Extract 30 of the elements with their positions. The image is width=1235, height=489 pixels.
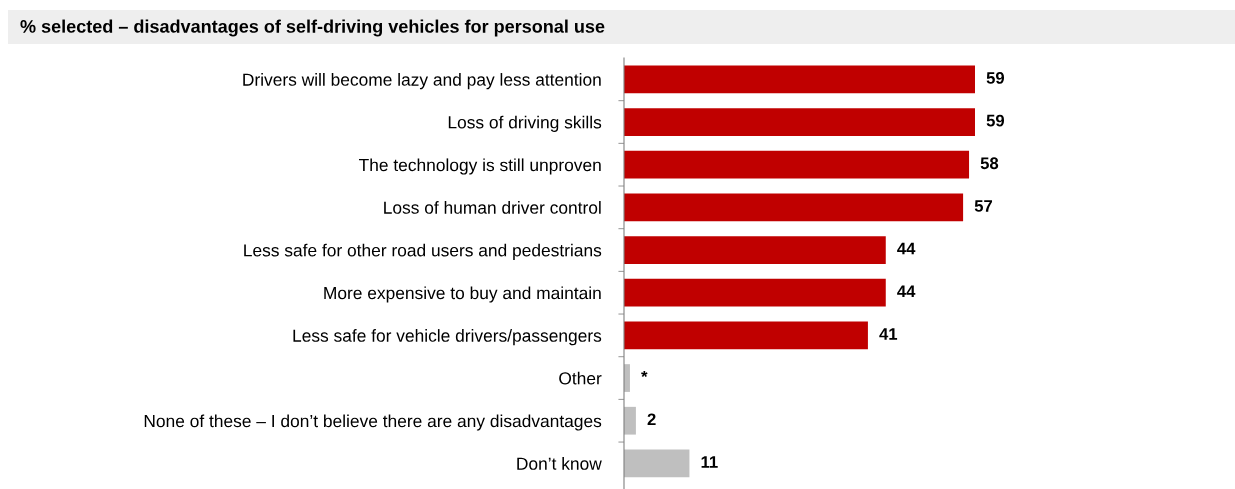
data-label: 41 xyxy=(879,328,898,340)
bar xyxy=(624,150,970,179)
data-label: 59 xyxy=(986,72,1005,84)
y-tick-label: Loss of driving skills xyxy=(448,115,602,132)
y-tick-label: Less safe for other road users and pedestrians xyxy=(244,243,602,260)
bar xyxy=(624,321,868,350)
data-label: 44 xyxy=(897,242,916,255)
data-label: 11 xyxy=(701,456,718,468)
bar xyxy=(624,236,886,264)
bar xyxy=(624,193,964,222)
data-label: 58 xyxy=(980,157,999,170)
text: % selected – disadvantages of self-driving vehicles for personal use xyxy=(20,19,605,37)
data-label: 44 xyxy=(897,285,916,298)
y-tick-label: The technology is still unproven xyxy=(358,158,601,175)
data-label: 59 xyxy=(986,114,1005,127)
bar xyxy=(624,406,636,435)
data-label: * xyxy=(641,370,648,378)
bar xyxy=(624,278,886,307)
data-label: 2 xyxy=(647,413,656,426)
y-tick-label: None of these – I don’t believe there are any disadvantages xyxy=(144,414,602,431)
y-tick-label: Don’t know xyxy=(517,457,602,470)
bar xyxy=(624,108,975,136)
y-tick-label: More expensive to buy and maintain xyxy=(324,286,601,303)
bar xyxy=(624,449,690,478)
y-tick-label: Loss of human driver control xyxy=(384,201,601,214)
data-label: 57 xyxy=(974,200,993,212)
y-tick-label: Other xyxy=(559,371,602,385)
bar xyxy=(624,65,975,94)
y-tick-label: Less safe for vehicle drivers/passengers xyxy=(293,329,602,346)
y-tick-label: Drivers will become lazy and pay less attention xyxy=(243,73,601,90)
